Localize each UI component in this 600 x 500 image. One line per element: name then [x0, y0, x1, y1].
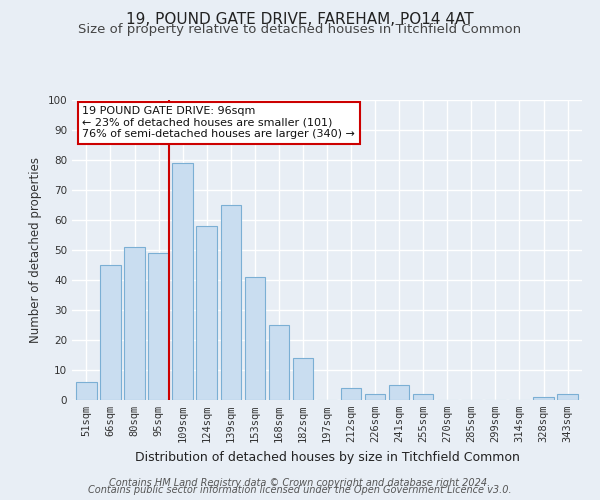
- Bar: [196, 226, 217, 400]
- Text: Contains public sector information licensed under the Open Government Licence v3: Contains public sector information licen…: [88, 485, 512, 495]
- Bar: [148, 253, 169, 400]
- Bar: [76, 382, 97, 400]
- Text: 19, POUND GATE DRIVE, FAREHAM, PO14 4AT: 19, POUND GATE DRIVE, FAREHAM, PO14 4AT: [126, 12, 474, 28]
- Bar: [269, 325, 289, 400]
- Bar: [245, 277, 265, 400]
- Bar: [172, 163, 193, 400]
- Bar: [557, 394, 578, 400]
- Bar: [365, 394, 385, 400]
- X-axis label: Distribution of detached houses by size in Titchfield Common: Distribution of detached houses by size …: [134, 450, 520, 464]
- Bar: [293, 358, 313, 400]
- Bar: [100, 265, 121, 400]
- Y-axis label: Number of detached properties: Number of detached properties: [29, 157, 42, 343]
- Text: Size of property relative to detached houses in Titchfield Common: Size of property relative to detached ho…: [79, 22, 521, 36]
- Text: 19 POUND GATE DRIVE: 96sqm
← 23% of detached houses are smaller (101)
76% of sem: 19 POUND GATE DRIVE: 96sqm ← 23% of deta…: [82, 106, 355, 139]
- Bar: [413, 394, 433, 400]
- Text: Contains HM Land Registry data © Crown copyright and database right 2024.: Contains HM Land Registry data © Crown c…: [109, 478, 491, 488]
- Bar: [533, 397, 554, 400]
- Bar: [389, 385, 409, 400]
- Bar: [341, 388, 361, 400]
- Bar: [221, 205, 241, 400]
- Bar: [124, 247, 145, 400]
